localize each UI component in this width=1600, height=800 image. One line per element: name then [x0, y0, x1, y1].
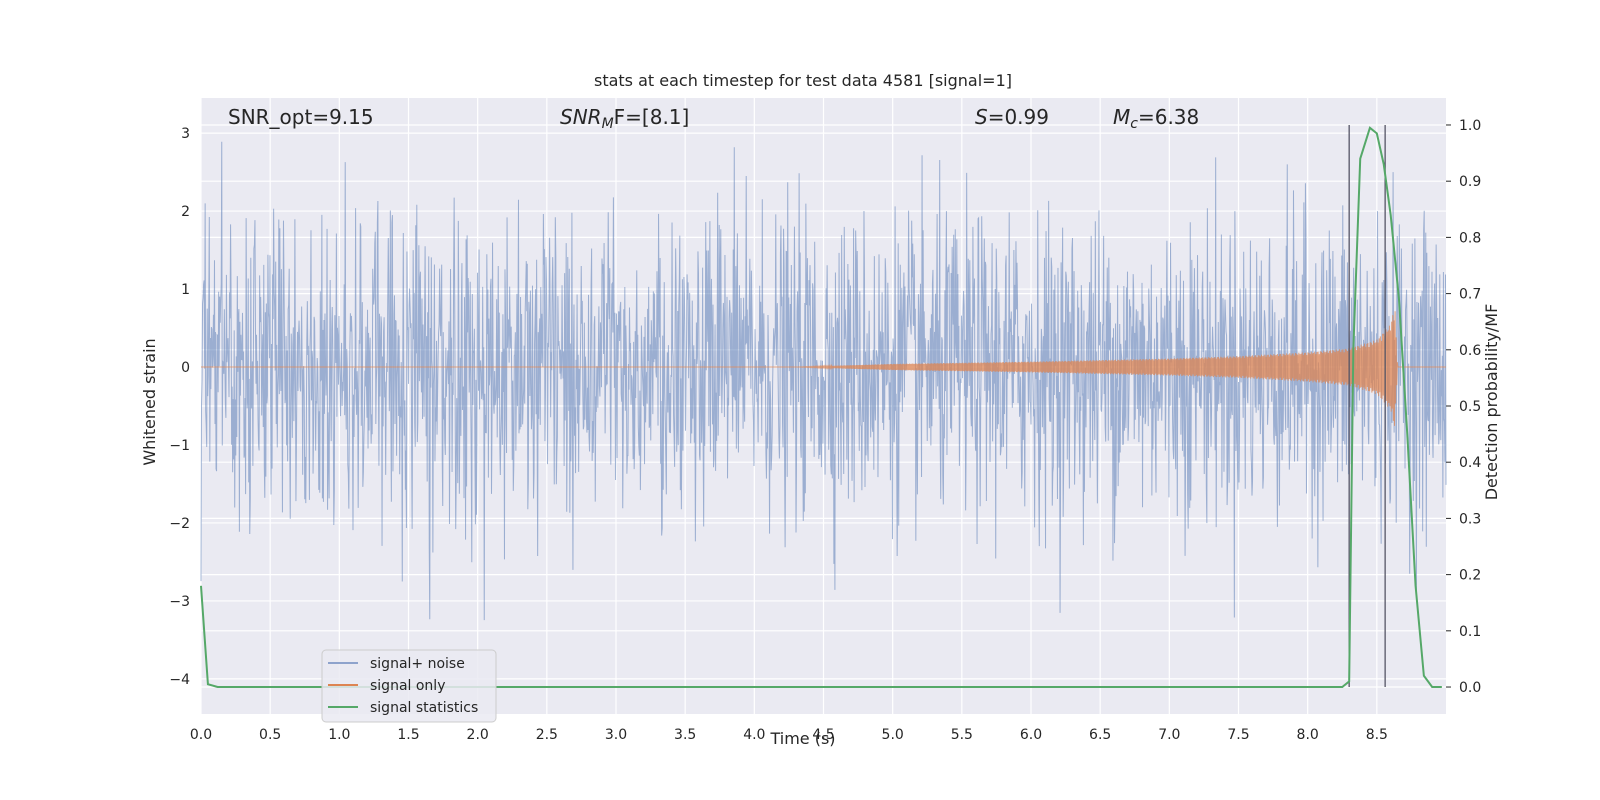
- annotation-mc: Mc=6.38: [1113, 105, 1199, 132]
- legend-label-signal: signal only: [370, 678, 445, 694]
- y-right-tick-label: 0.9: [1459, 174, 1481, 190]
- vertical-markers: [1348, 124, 1386, 688]
- y-right-tick-label: 0.4: [1459, 455, 1481, 471]
- legend-label-noise: signal+ noise: [370, 656, 465, 672]
- x-tick-label: 1.0: [328, 727, 350, 743]
- x-tick-label: 6.5: [1089, 727, 1111, 743]
- y-right-tick-label: 0.6: [1459, 343, 1481, 359]
- y-right-tick-label: 0.7: [1459, 287, 1481, 303]
- snr-mf-base: SNR: [560, 105, 602, 129]
- y-tick-label: 1: [181, 282, 190, 298]
- signal-noise-series: [200, 141, 1447, 621]
- y-right-tick-label: 0.8: [1459, 230, 1481, 246]
- y-tick-labels: 3 2 1 0 −1 −2 −3 −4: [169, 126, 190, 688]
- y-right-axis-label: Detection probability/MF: [1482, 304, 1501, 501]
- x-tick-label: 0.5: [259, 727, 281, 743]
- x-tick-label: 5.5: [951, 727, 973, 743]
- y-axis-label: Whitened strain: [140, 338, 159, 465]
- x-tick-label: 8.5: [1366, 727, 1388, 743]
- s-value: =0.99: [988, 105, 1049, 129]
- annotation-snr-opt: SNR_opt=9.15: [228, 105, 374, 129]
- signal-statistics-series: [200, 126, 1442, 689]
- x-tick-label: 3.5: [674, 727, 696, 743]
- y-right-tick-label: 0.5: [1459, 399, 1481, 415]
- y-right-tick-label: 0.1: [1459, 624, 1481, 640]
- signal-statistics-line: [200, 126, 1442, 689]
- x-tick-label: 5.0: [882, 727, 904, 743]
- y-tick-label: −2: [169, 516, 190, 532]
- annotation-snr-mf: SNRMF=[8.1]: [560, 105, 689, 132]
- y-tick-label: 0: [181, 360, 190, 376]
- y-tick-label: 2: [181, 204, 190, 220]
- annotation-s: S=0.99: [975, 105, 1049, 129]
- y-right-tick-labels: 1.0 0.9 0.8 0.7 0.6 0.5 0.4 0.3 0.2 0.1 0.0: [1446, 118, 1481, 696]
- y-tick-label: −1: [169, 438, 190, 454]
- signal-only-series: [201, 311, 1446, 426]
- mc-subscript: c: [1130, 116, 1138, 132]
- x-tick-label: 1.5: [397, 727, 419, 743]
- x-tick-label: 4.0: [743, 727, 765, 743]
- legend-label-stats: signal statistics: [370, 700, 478, 716]
- x-tick-label: 6.0: [1020, 727, 1042, 743]
- x-tick-label: 0.0: [190, 727, 212, 743]
- x-tick-label: 2.5: [536, 727, 558, 743]
- x-axis-label: Time (s): [769, 729, 835, 748]
- y-right-tick-label: 0.0: [1459, 680, 1481, 696]
- x-tick-label: 7.0: [1158, 727, 1180, 743]
- y-right-tick-label: 1.0: [1459, 118, 1481, 134]
- x-tick-label: 3.0: [605, 727, 627, 743]
- legend-box: [321, 649, 497, 723]
- y-tick-label: −3: [169, 594, 190, 610]
- snr-mf-rest: F=[8.1]: [614, 105, 690, 129]
- mc-base: M: [1113, 105, 1130, 129]
- y-right-tick-label: 0.3: [1459, 511, 1481, 527]
- x-tick-label: 7.5: [1227, 727, 1249, 743]
- chart-title: stats at each timestep for test data 458…: [594, 71, 1012, 90]
- x-tick-label: 2.0: [467, 727, 489, 743]
- mc-value: =6.38: [1138, 105, 1199, 129]
- x-tick-label: 8.0: [1297, 727, 1319, 743]
- x-tick-label: 4.5: [812, 727, 834, 743]
- x-tick-labels: 0.0 0.5 1.0 1.5 2.0 2.5 3.0 3.5 4.0 4.5 5.0 5.5 6.0 6…: [190, 727, 1388, 743]
- legend: signal+ noise signal only signal statist…: [321, 649, 497, 723]
- y-right-tick-label: 0.2: [1459, 568, 1481, 584]
- y-tick-label: 3: [181, 126, 190, 142]
- y-tick-label: −4: [169, 672, 190, 688]
- signal-noise-line: [200, 141, 1447, 621]
- snr-mf-subscript: M: [602, 116, 614, 132]
- s-symbol: S: [975, 105, 988, 129]
- signal-only-line: [201, 311, 1446, 426]
